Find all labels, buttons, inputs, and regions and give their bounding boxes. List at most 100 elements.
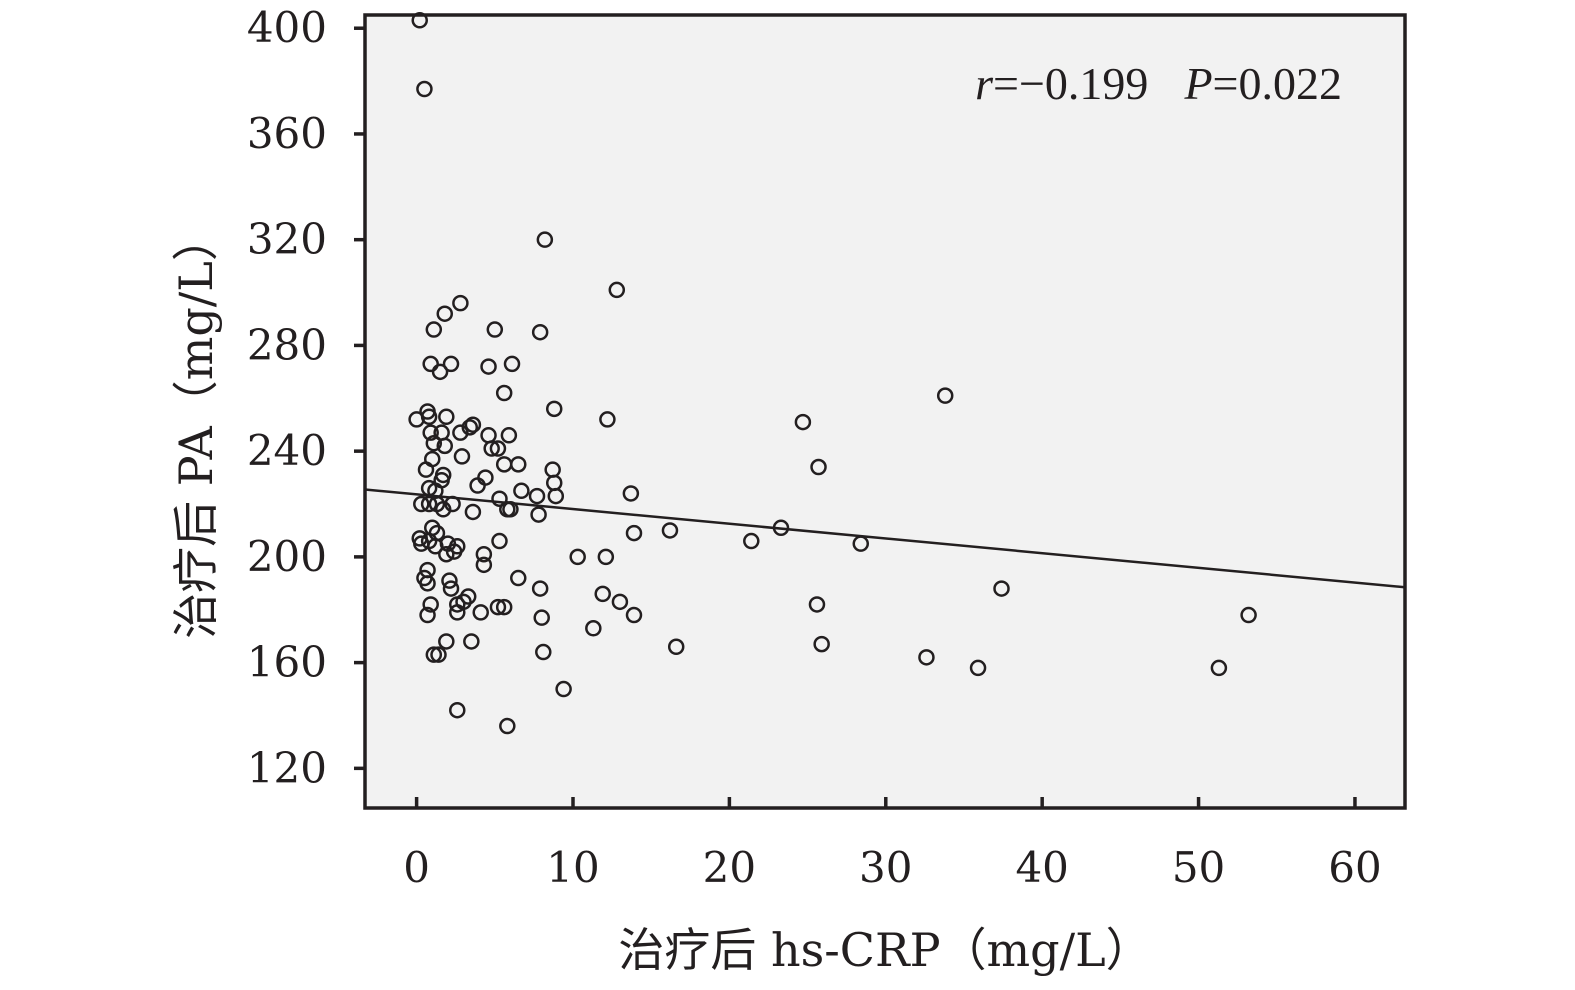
p-symbol: P — [1183, 58, 1212, 109]
data-point — [622, 485, 640, 502]
data-point — [608, 281, 626, 299]
data-point — [449, 604, 466, 621]
data-point — [461, 419, 479, 436]
data-point — [431, 363, 449, 381]
data-point — [1210, 659, 1228, 677]
data-point — [810, 458, 827, 476]
y-tick-label: 360 — [247, 109, 327, 158]
data-point — [510, 456, 527, 473]
data-point — [417, 461, 435, 478]
y-tick-label: 280 — [247, 320, 327, 369]
data-point — [993, 580, 1010, 597]
data-point — [569, 548, 586, 566]
data-point — [491, 490, 508, 507]
data-point — [585, 620, 602, 637]
data-point — [495, 598, 513, 616]
data-point — [500, 427, 518, 444]
data-point — [531, 580, 549, 597]
data-point — [489, 440, 507, 457]
data-point — [464, 416, 482, 433]
data-point — [441, 572, 458, 589]
y-tick-label: 160 — [247, 638, 327, 687]
y-axis-title: 治疗后 PA（mg/L） — [169, 215, 223, 639]
r-value: =−0.199 — [993, 58, 1148, 109]
data-point — [413, 495, 430, 513]
x-tick-label: 50 — [1172, 843, 1225, 892]
data-point — [425, 321, 443, 338]
data-point — [625, 524, 643, 542]
data-point — [453, 448, 471, 465]
y-tick-label: 320 — [247, 215, 327, 264]
data-point — [502, 501, 519, 518]
data-point — [530, 506, 547, 523]
plot-area — [363, 13, 1407, 810]
data-point — [430, 646, 447, 663]
regression-line — [364, 488, 1406, 589]
data-point — [422, 424, 439, 441]
correlation-annotation: r=−0.199 P=0.022 — [975, 58, 1342, 109]
x-axis-title: 治疗后 hs-CRP（mg/L） — [618, 923, 1151, 977]
x-tick-label: 20 — [703, 843, 756, 892]
data-point — [472, 604, 489, 621]
data-point — [794, 413, 812, 431]
data-point — [813, 635, 830, 653]
x-tick-label: 10 — [546, 843, 599, 892]
data-point — [422, 596, 439, 613]
data-point — [503, 355, 521, 373]
data-point — [489, 598, 507, 616]
data-point — [452, 294, 469, 312]
data-point — [625, 606, 643, 624]
data-point — [495, 384, 513, 402]
y-tick-label: 120 — [247, 743, 327, 792]
data-point — [599, 411, 616, 428]
data-point — [661, 522, 679, 539]
data-point — [442, 355, 460, 373]
data-point — [1240, 606, 1257, 624]
data-point — [419, 575, 436, 592]
data-point — [475, 556, 493, 574]
data-point — [611, 593, 629, 611]
data-point — [442, 580, 460, 597]
data-point — [918, 649, 935, 666]
p-value: =0.022 — [1213, 58, 1342, 109]
data-point — [969, 659, 987, 677]
data-point — [469, 477, 486, 494]
data-point — [513, 482, 530, 500]
data-point — [536, 231, 554, 248]
data-point — [486, 321, 504, 338]
y-axis: 120 160 200 240 280 320 360 400 — [247, 3, 365, 792]
x-axis: 0 10 20 30 40 50 60 — [403, 797, 1382, 892]
y-tick-label: 400 — [247, 3, 327, 52]
x-tick-label: 60 — [1328, 843, 1381, 892]
data-point — [425, 646, 443, 663]
data-point — [547, 487, 565, 505]
data-point — [464, 503, 482, 521]
data-point — [436, 305, 454, 322]
data-point — [772, 519, 790, 537]
x-tick-label: 0 — [403, 843, 430, 892]
data-point — [545, 400, 563, 418]
data-point — [510, 569, 527, 587]
data-point — [743, 532, 760, 550]
data-point — [445, 543, 463, 560]
data-point — [425, 434, 443, 452]
data-point — [555, 680, 572, 698]
data-point — [528, 487, 546, 505]
data-point — [436, 437, 454, 455]
data-point — [463, 633, 480, 650]
data-point — [531, 323, 549, 341]
data-point — [808, 596, 826, 613]
data-point — [411, 12, 428, 29]
data-point — [416, 80, 433, 98]
data-point — [449, 701, 466, 719]
x-tick-label: 40 — [1015, 843, 1068, 892]
data-point — [444, 495, 461, 513]
data-point — [483, 440, 500, 457]
data-point — [475, 545, 493, 563]
data-point — [438, 408, 455, 426]
data-point — [535, 643, 552, 661]
x-tick-label: 30 — [859, 843, 912, 892]
data-point — [594, 585, 611, 603]
data-points — [408, 12, 1257, 735]
